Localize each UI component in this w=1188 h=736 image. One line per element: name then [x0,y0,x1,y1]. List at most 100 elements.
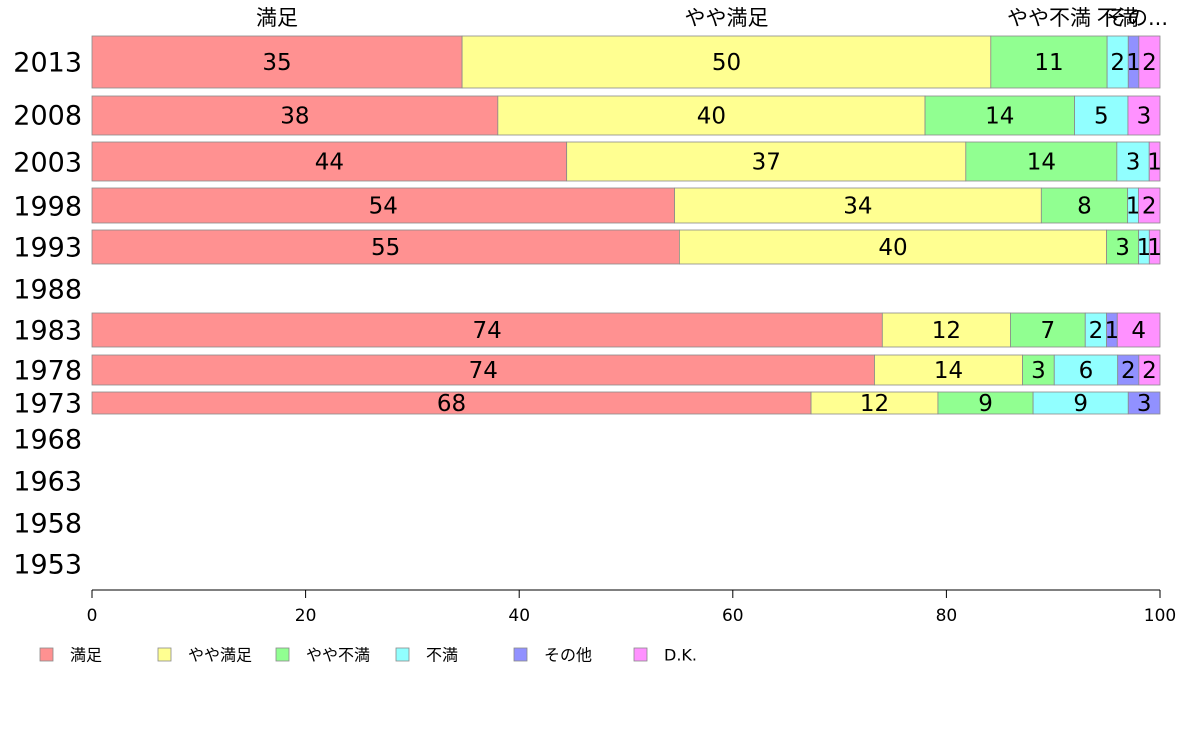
x-tick-label: 100 [1144,606,1176,626]
data-label: 3 [1115,235,1130,261]
top-series-label: 不満 [1097,6,1139,30]
bar-segment [965,141,1118,182]
bar-segment [1148,229,1161,265]
year-label: 1998 [13,192,82,223]
data-label: 54 [369,194,398,220]
bar-segment [1116,141,1150,182]
bar-segment [1022,354,1055,386]
data-label: 74 [473,318,502,344]
data-label: 44 [315,150,344,176]
data-label: 14 [934,358,963,384]
top-series-label: やや不満 [1007,6,1091,30]
bar-segment [1148,141,1161,182]
legend-swatch [633,647,648,662]
data-label: 14 [1027,150,1056,176]
data-label: 11 [1034,50,1063,76]
data-label: 1 [1126,50,1141,76]
data-label: 1 [1147,235,1162,261]
data-label: 2 [1142,358,1157,384]
bar-segment [91,35,463,89]
data-label: 6 [1079,358,1094,384]
legend-label: D.K. [664,646,697,665]
bar-segment [1138,354,1161,386]
data-label: 9 [978,391,993,417]
bar-segment [1127,95,1161,136]
legend-swatch [513,647,528,662]
year-label: 1983 [13,316,82,347]
bar-segment [679,229,1108,265]
data-label: 7 [1041,318,1056,344]
bar-segment [91,187,675,224]
year-label: 2013 [13,48,82,79]
legend-label: やや満足 [188,646,252,665]
x-tick-label: 80 [936,606,958,626]
bar-segment [91,229,680,265]
data-label: 2 [1110,50,1125,76]
year-label: 1953 [13,550,82,581]
data-label: 68 [437,391,466,417]
data-label: 3 [1137,104,1152,130]
year-label: 1978 [13,356,82,387]
year-label: 1993 [13,233,82,264]
bar-segment [566,141,967,182]
bar-segment [674,187,1042,224]
data-label: 3 [1126,150,1141,176]
x-tick-label: 0 [87,606,98,626]
x-tick-label: 40 [508,606,530,626]
data-label: 12 [932,318,961,344]
x-tick-label: 60 [722,606,744,626]
bar-segment [1127,391,1161,415]
legend-label: その他 [544,646,592,665]
legend-label: やや不満 [306,646,370,665]
data-label: 2 [1089,318,1104,344]
legend-swatch [395,647,410,662]
bar-segment [461,35,992,89]
legend-swatch [157,647,172,662]
x-tick-label: 20 [295,606,317,626]
bar-segment [990,35,1108,89]
bar-segment [874,354,1023,386]
year-label: 1958 [13,509,82,540]
year-label: 1968 [13,425,82,456]
bar-segment [91,354,875,386]
data-label: 8 [1077,194,1092,220]
data-label: 2 [1142,50,1157,76]
top-series-label: 満足 [256,6,298,30]
data-label: 50 [712,50,741,76]
data-label: 1 [1137,235,1152,261]
year-label: 2003 [13,148,82,179]
top-series-label: やや満足 [684,6,768,30]
data-label: 74 [469,358,498,384]
bar-segment [1040,187,1129,224]
data-label: 1 [1126,194,1141,220]
bar-segment [1138,35,1161,89]
data-label: 4 [1131,318,1146,344]
bar-segment [924,95,1075,136]
data-label: 1 [1105,318,1120,344]
data-label: 2 [1142,194,1157,220]
data-label: 37 [752,150,781,176]
bar-segment [1106,229,1140,265]
legend-swatch [275,647,290,662]
legend-label: 不満 [426,646,458,665]
year-label: 2008 [13,101,82,132]
data-label: 55 [371,235,400,261]
bar-segment [1116,312,1161,348]
bar-rows: 35 50 11 2 1 238 40 14 5 344 37 14 3 154 34 8 1 255 40 3 117… [91,35,1162,417]
bar-segment [1074,95,1129,136]
data-label: 9 [1073,391,1088,417]
data-label: 35 [262,50,291,76]
top-series-label: その... [1106,6,1168,30]
legend-label: 満足 [70,646,102,665]
year-label: 1963 [13,467,82,498]
legend: 満足 やや満足 やや不満 不満 その他 D.K. [39,646,697,665]
legend-swatch [39,647,54,662]
data-label: 12 [860,391,889,417]
year-label: 1988 [13,275,82,306]
bar-segment [881,312,1011,348]
top-series-labels: 満足 やや満足 やや不満 不満その... [256,6,1168,30]
data-label: 3 [1031,358,1046,384]
data-label: 34 [843,194,872,220]
data-label: 40 [697,104,726,130]
bar-segment [91,312,883,348]
